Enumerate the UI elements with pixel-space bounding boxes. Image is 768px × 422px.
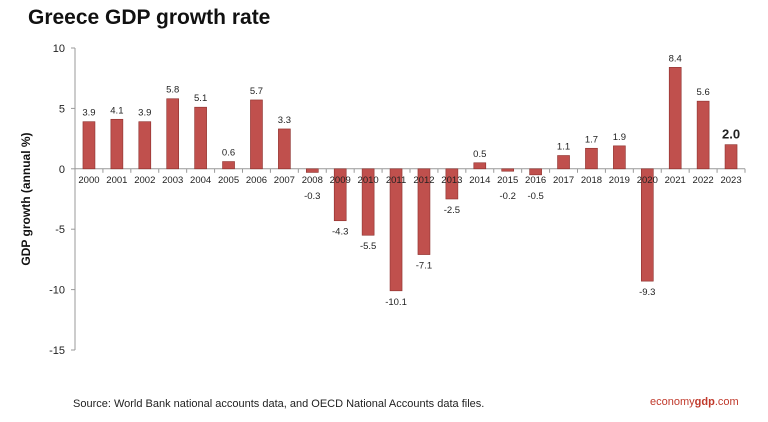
- x-tick-label: 2020: [637, 175, 658, 186]
- data-label: -7.1: [416, 261, 432, 272]
- data-label: -2.5: [444, 205, 460, 216]
- x-tick-label: 2012: [413, 175, 434, 186]
- data-label: 1.9: [613, 132, 626, 143]
- data-label: -0.3: [304, 191, 320, 202]
- bar-2015: [501, 168, 515, 172]
- bar-2020: [640, 168, 654, 282]
- y-tick-label: -15: [49, 345, 65, 357]
- bar-2003: [166, 98, 180, 170]
- x-tick-label: 2013: [441, 175, 462, 186]
- source-note: Source: World Bank national accounts dat…: [73, 398, 485, 410]
- x-tick-label: 2019: [609, 175, 630, 186]
- data-label: 3.9: [138, 108, 151, 119]
- y-tick-label: -10: [49, 285, 65, 297]
- x-tick-label: 2018: [581, 175, 602, 186]
- bar-2012: [417, 168, 431, 255]
- bar-2000: [82, 121, 96, 170]
- x-tick-label: 2003: [162, 175, 183, 186]
- x-tick-label: 2005: [218, 175, 239, 186]
- x-tick-label: 2014: [469, 175, 490, 186]
- y-tick-label: 5: [59, 103, 65, 115]
- bar-2016: [529, 168, 542, 176]
- data-label: -0.2: [500, 191, 516, 202]
- x-tick-label: 2022: [693, 175, 714, 186]
- y-tick-label: 10: [53, 43, 65, 55]
- data-label: -10.1: [385, 297, 407, 308]
- data-label: -0.5: [527, 191, 543, 202]
- x-tick-label: 2011: [386, 175, 406, 186]
- x-tick-label: 2002: [134, 175, 155, 186]
- x-tick-label: 2023: [720, 175, 741, 186]
- x-tick-label: 2001: [106, 175, 127, 186]
- x-tick-label: 2004: [190, 175, 211, 186]
- data-label: 0.5: [473, 149, 486, 160]
- bar-2006: [250, 99, 263, 170]
- bar-2014: [473, 162, 487, 170]
- x-tick-label: 2007: [274, 175, 295, 186]
- y-axis-label: GDP growth (annual %): [19, 132, 33, 265]
- chart-title: Greece GDP growth rate: [28, 6, 271, 29]
- x-tick-label: 2015: [497, 175, 518, 186]
- y-tick-label: -5: [55, 224, 65, 236]
- bar-2001: [110, 118, 124, 170]
- data-label: -4.3: [332, 227, 348, 238]
- x-tick-label: 2000: [78, 175, 99, 186]
- y-tick-label: 0: [59, 164, 65, 176]
- brand-logo: economygdp.com: [650, 396, 739, 408]
- bar-2005: [222, 161, 235, 170]
- bar-2017: [557, 155, 570, 170]
- x-tick-label: 2021: [665, 175, 686, 186]
- bar-2013: [445, 168, 459, 200]
- data-label: 5.1: [194, 93, 207, 104]
- bar-2018: [585, 147, 598, 170]
- bar-2023: [724, 144, 738, 170]
- bar-2008: [305, 168, 319, 173]
- x-tick-label: 2008: [302, 175, 323, 186]
- data-label: -5.5: [360, 241, 376, 252]
- bar-2021: [668, 67, 682, 170]
- data-label: 4.1: [110, 105, 123, 116]
- bar-2019: [613, 145, 626, 170]
- bar-2011: [389, 168, 403, 292]
- x-tick-label: 2006: [246, 175, 267, 186]
- data-label: 8.4: [669, 53, 682, 64]
- bar-2010: [361, 168, 375, 236]
- brand-part: .com: [714, 396, 739, 408]
- data-label: 0.6: [222, 148, 235, 159]
- data-label: -9.3: [639, 287, 655, 298]
- data-label: 3.9: [82, 108, 95, 119]
- x-tick-label: 2009: [330, 175, 351, 186]
- x-tick-label: 2010: [358, 175, 379, 186]
- data-label: 3.3: [278, 115, 291, 126]
- bar-2004: [194, 106, 207, 170]
- bar-2002: [138, 121, 152, 170]
- brand-part: gdp: [694, 396, 715, 408]
- data-label: 1.1: [557, 142, 570, 153]
- bar-2009: [333, 168, 347, 222]
- data-label: 5.6: [697, 87, 710, 98]
- x-tick-label: 2016: [525, 175, 546, 186]
- data-label: 2.0: [722, 127, 740, 142]
- data-label: 1.7: [585, 134, 598, 145]
- brand-part: economy: [650, 396, 695, 408]
- x-tick-label: 2017: [553, 175, 574, 186]
- data-label: 5.8: [166, 85, 179, 96]
- bar-2022: [696, 100, 710, 170]
- data-label: 5.7: [250, 86, 263, 97]
- bar-2007: [278, 128, 291, 170]
